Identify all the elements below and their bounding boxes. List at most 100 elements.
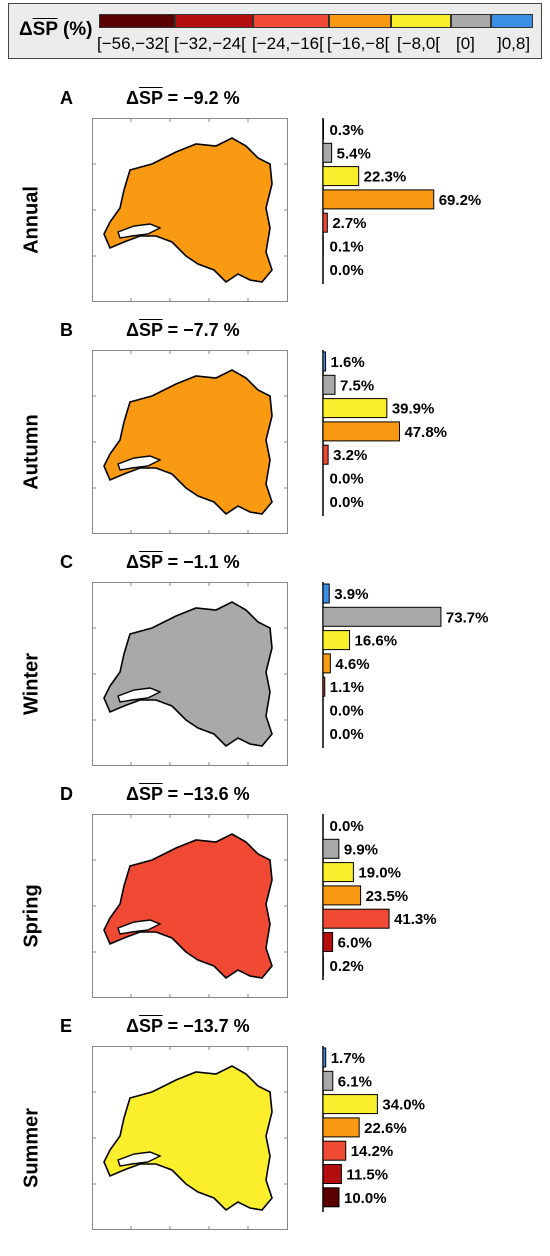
bar-label: 69.2% — [439, 192, 482, 209]
bar-label: 6.0% — [338, 935, 372, 952]
bar-label: 4.6% — [335, 656, 369, 673]
bar-label: 0.1% — [330, 239, 364, 256]
bar — [323, 352, 326, 371]
bar — [323, 839, 339, 858]
histogram: 1.7%6.1%34.0%22.6%14.2%11.5%10.0% — [318, 1044, 538, 1214]
bar — [323, 584, 329, 603]
bar — [323, 631, 350, 650]
legend-label-4: [−16,−8[ — [327, 34, 389, 54]
bar-label: 73.7% — [446, 609, 489, 626]
basin-map — [92, 118, 288, 302]
bar — [323, 886, 361, 905]
bar — [323, 1071, 333, 1090]
bar-label: 9.9% — [344, 841, 378, 858]
bar — [323, 909, 389, 928]
bar — [323, 167, 359, 186]
panel-title: ΔSP = −1.1 % — [126, 552, 240, 573]
legend-label-3: [−24,−16[ — [252, 34, 324, 54]
bar — [323, 190, 434, 209]
bar-label: 47.8% — [404, 424, 447, 441]
basin-area — [104, 1066, 272, 1210]
bar-label: 0.2% — [330, 958, 364, 975]
histogram: 3.9% 73.7% 16.6% 4.6% 1.1% 0.0% 0.0% — [318, 580, 538, 750]
panel-title: ΔSP = −13.6 % — [126, 784, 250, 805]
bar — [323, 143, 332, 162]
bar-label: 10.0% — [344, 1190, 387, 1207]
panel-a: A ΔSP = −9.2 % Annual 0.3% 5.4% 22.3% 69.2% 2.7… — [0, 88, 550, 328]
bar — [323, 445, 328, 464]
panel-letter: D — [60, 784, 73, 805]
season-label: Winter — [21, 653, 44, 715]
panel-letter: E — [60, 1016, 72, 1037]
season-label: Spring — [21, 884, 44, 947]
legend-swatch-4 — [329, 14, 391, 28]
bar-label: 23.5% — [366, 888, 409, 905]
bar — [323, 1141, 346, 1160]
legend-label-5: [−8,0[ — [397, 34, 440, 54]
bar-label: 2.7% — [332, 215, 366, 232]
legend-swatch-6 — [451, 14, 491, 28]
legend-label-1: [−56,−32[ — [97, 34, 169, 54]
bar-label: 22.3% — [364, 169, 407, 186]
legend: ΔSP (%) [−56,−32[ [−32,−24[ [−24,−16[ [−… — [8, 3, 542, 59]
bar-label: 39.9% — [392, 401, 435, 418]
legend-label-2: [−32,−24[ — [174, 34, 246, 54]
legend-title: ΔSP (%) — [19, 19, 93, 41]
legend-label-6: [0] — [456, 34, 475, 54]
panel-title: ΔSP = −9.2 % — [126, 88, 240, 109]
histogram: 0.3%5.4%22.3%69.2%2.7%0.1%0.0% — [318, 116, 538, 286]
panel-d: D ΔSP = −13.6 % Spring 0.0% 9.9% 19.0% 23.5% 41… — [0, 784, 550, 1024]
bar-label: 3.9% — [334, 586, 368, 603]
basin-area — [104, 834, 272, 978]
season-label: Annual — [21, 186, 44, 254]
bar-label: 0.0% — [330, 818, 364, 835]
basin-area — [104, 602, 272, 746]
bar-label: 19.0% — [358, 865, 401, 882]
panel-letter: C — [60, 552, 73, 573]
bar — [323, 1048, 326, 1067]
bar — [323, 677, 325, 696]
basin-map — [92, 582, 288, 766]
bar-label: 1.1% — [330, 679, 364, 696]
histogram: 1.6%7.5%39.9%47.8%3.2%0.0%0.0% — [318, 348, 538, 518]
legend-swatch-2 — [175, 14, 253, 28]
legend-swatch-3 — [253, 14, 329, 28]
bar — [323, 1165, 341, 1184]
bar-label: 0.0% — [330, 494, 364, 511]
bar-label: 0.0% — [330, 471, 364, 488]
bar — [323, 213, 327, 232]
bar-label: 41.3% — [394, 911, 437, 928]
bar-label: 34.0% — [382, 1097, 425, 1114]
panel-letter: A — [60, 88, 73, 109]
bar-label: 1.6% — [331, 354, 365, 371]
bar — [323, 1188, 339, 1207]
basin-map — [92, 814, 288, 998]
bar — [323, 607, 441, 626]
bar-label: 5.4% — [337, 145, 371, 162]
bar-label: 0.0% — [330, 703, 364, 720]
bar-label: 7.5% — [340, 377, 374, 394]
panel-letter: B — [60, 320, 73, 341]
legend-swatch-5 — [391, 14, 451, 28]
panel-c: C ΔSP = −1.1 % Winter 3.9% 73.7% 16.6% 4.6% 1.1… — [0, 552, 550, 792]
bar — [323, 863, 353, 882]
legend-swatch-1 — [99, 14, 175, 28]
bar — [323, 422, 399, 441]
bar — [323, 399, 387, 418]
bar-label: 1.7% — [331, 1050, 365, 1067]
bar-label: 14.2% — [351, 1143, 394, 1160]
histogram: 0.0% 9.9% 19.0% 23.5% 41.3% 6.0% 0.2% — [318, 812, 538, 982]
bar-label: 6.1% — [338, 1073, 372, 1090]
panel-title: ΔSP = −13.7 % — [126, 1016, 250, 1037]
basin-map — [92, 1046, 288, 1230]
bar-label: 0.3% — [330, 122, 364, 139]
basin-map — [92, 350, 288, 534]
basin-area — [104, 370, 272, 514]
bar — [323, 1118, 359, 1137]
bar — [323, 654, 330, 673]
bar-label: 0.0% — [330, 726, 364, 743]
bar-label: 16.6% — [355, 633, 398, 650]
bar-label: 22.6% — [364, 1120, 407, 1137]
basin-area — [104, 138, 272, 282]
